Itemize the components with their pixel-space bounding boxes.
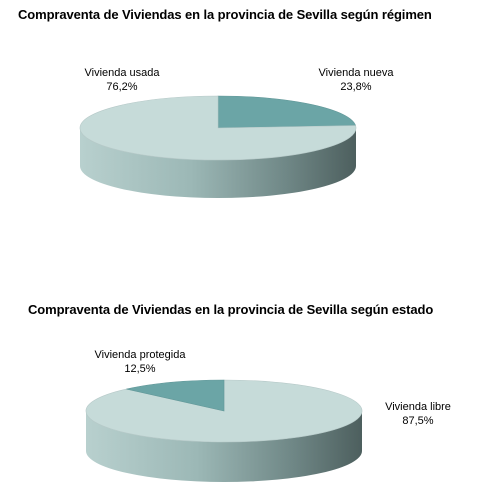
pie-slice-1 [79,95,357,161]
slice-label-name: Vivienda libre [385,401,451,413]
slice-label-libre: Vivienda libre 87,5% [368,400,468,428]
slice-label-value: 76,2% [106,81,138,93]
slice-label-value: 23,8% [340,81,372,93]
chart-title: Compraventa de Viviendas en la provincia… [28,302,434,317]
pie-chart-regimen: Compraventa de Viviendas en la provincia… [0,0,477,250]
pie-slice-0 [217,95,357,129]
slice-label-nueva: Vivienda nueva 23,8% [306,66,406,94]
slice-label-value: 12,5% [124,363,156,375]
pie-3d [79,95,357,198]
slice-label-name: Vivienda nueva [318,67,394,79]
chart-title: Compraventa de Viviendas en la provincia… [18,7,432,22]
slice-label-name: Vivienda usada [84,67,160,79]
pie-side-wall [86,411,362,482]
slice-label-value: 87,5% [402,415,434,427]
slice-label-name: Vivienda protegida [94,349,186,361]
pie-slice-1 [126,379,225,412]
pie-side-wall [80,128,356,198]
slice-label-usada: Vivienda usada 76,2% [72,66,172,94]
pie-slice-0 [85,379,363,443]
pie-3d [85,379,363,482]
pie-chart-estado: Compraventa de Viviendas en la provincia… [0,290,477,502]
slice-label-protegida: Vivienda protegida 12,5% [80,348,200,376]
